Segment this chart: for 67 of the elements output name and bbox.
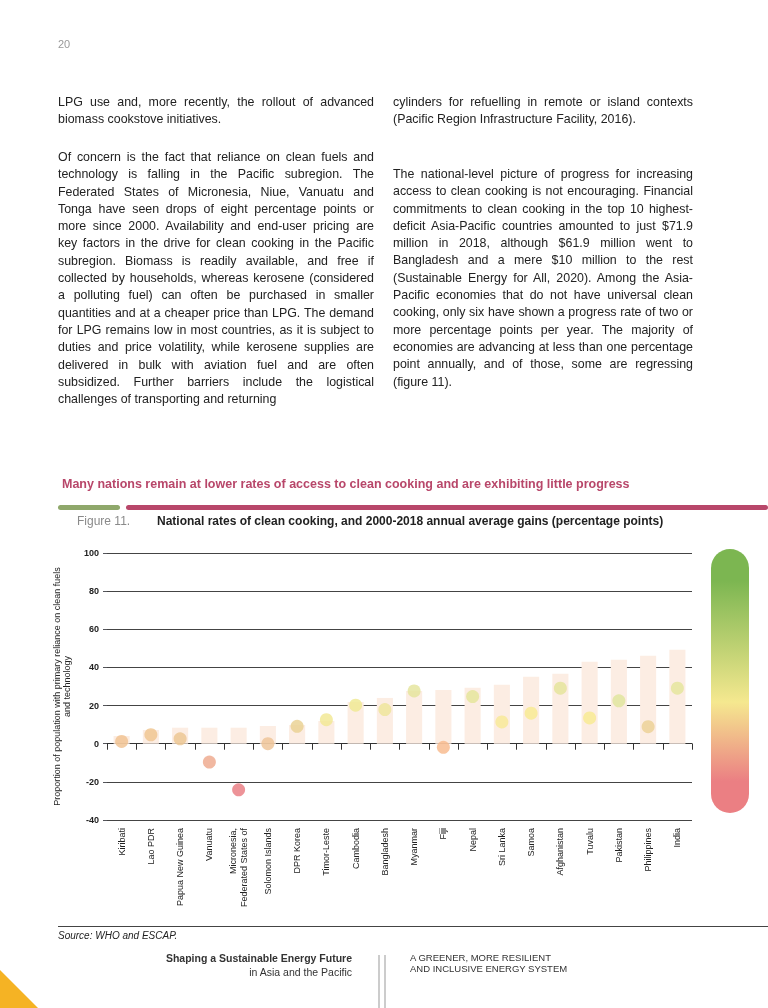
source-note: Source: WHO and ESCAP.	[58, 930, 179, 941]
point	[670, 681, 684, 695]
bar	[201, 727, 218, 744]
point	[232, 783, 246, 797]
y-tick-label: 60	[88, 624, 99, 635]
bar	[406, 690, 423, 744]
bar	[581, 661, 598, 744]
x-tick-label: Vanuatu	[204, 828, 215, 861]
x-tick-label: Pakistan	[613, 828, 624, 863]
bar	[230, 727, 247, 744]
y-tick-label: 80	[88, 586, 99, 597]
point	[173, 732, 187, 746]
text: LPG use and, more recently, the rollout of advanced biomass cookstove initiatives.	[58, 94, 374, 129]
point	[290, 719, 304, 733]
point	[378, 703, 392, 717]
point	[436, 740, 450, 754]
x-tick-label: Solomon Islands	[262, 827, 273, 895]
point	[466, 690, 480, 704]
text: Of concern is the fact that reliance on clean fuels and technology is falling in the Pacific subregion. The Federated States of Micronesia, Niue, Vanuatu and Tonga have seen drops of eight percentage points or more since 2000. Availability and end-user pricing are key factors in the drive for clean cooking in the Pacific subregion. Biomass is readily available, and free if collected by households, whereas kerosene (considered a polluting fuel) can often be purchased in smaller quantities and at a cheaper price than LPG. The demand for LPG remains low in most countries, as it is subject to duties and price volatility, while kerosene supplies are delivered in bulk with aviation fuel and are often subsidized. Further barriers include the logistical challenges of transporting and returning	[58, 150, 374, 407]
text: in Asia and the Pacific	[248, 966, 352, 978]
chart-title: Many nations remain at lower rates of access to clean cooking and are exhibiting little progress	[62, 477, 630, 491]
x-tick-label: Micronesia, Federated States of	[228, 827, 250, 908]
y-tick-label: -20	[85, 776, 99, 787]
point	[261, 737, 275, 751]
x-tick-label: Timor-Leste	[321, 828, 332, 876]
x-tick-label: Bangladesh	[379, 828, 390, 876]
point	[319, 713, 333, 727]
y-tick-label: 0	[93, 738, 99, 749]
text: Shaping a Sustainable Energy Future	[164, 952, 352, 964]
bar	[640, 655, 657, 744]
x-tick-label: DPR Korea	[292, 828, 303, 874]
bar	[669, 649, 686, 744]
bar	[435, 689, 452, 744]
point	[202, 755, 216, 769]
point	[495, 715, 509, 729]
x-tick-label: Afghanistan	[555, 828, 566, 876]
chart-subtitle: National rates of clean cooking, and 2000-2018 annual average gains (percentage points)	[157, 514, 664, 528]
point	[553, 681, 567, 695]
text: 20	[58, 38, 72, 50]
x-tick-label: India	[672, 828, 683, 848]
y-tick-label: 40	[88, 662, 99, 673]
caption: Figure 11.	[77, 514, 132, 528]
x-tick-label: Kiribati	[116, 828, 127, 856]
point	[349, 698, 363, 712]
point	[524, 706, 538, 720]
x-tick-label: Fiji	[438, 828, 449, 840]
point	[115, 734, 129, 748]
y-tick-label: 20	[88, 700, 99, 711]
x-tick-label: Myanmar	[409, 828, 420, 866]
y-axis-title: Proportion of population with primary reliance on clean fuels and technology	[52, 566, 72, 806]
point	[583, 711, 597, 725]
x-tick-label: Nepal	[467, 828, 478, 852]
x-tick-label: Lao PDR	[145, 827, 156, 865]
point	[407, 684, 421, 698]
point	[641, 720, 655, 734]
x-tick-label: Cambodia	[350, 828, 361, 870]
text: cylinders for refuelling in remote or island contexts (Pacific Region Infrastructure Facility, 2016).	[393, 94, 693, 129]
x-tick-label: Samoa	[526, 828, 537, 857]
x-tick-label: Tuvalu	[584, 828, 595, 855]
point	[612, 694, 626, 708]
y-tick-label: 100	[83, 548, 99, 558]
x-tick-label: Papua New Guinea	[175, 828, 186, 907]
x-tick-label: Sri Lanka	[496, 828, 507, 867]
text: The national-level picture of progress for increasing access to clean cooking is not encouraging. Financial commitments to clean cooking in the top 10 highest-deficit Asia-Pacific countries amounted to just $71.9 million in 2018, although $61.9 million went to Bangladesh and a mere $10 million to the rest (Sustainable Energy for All, 2020). Among the Asia-Pacific economies that do not have universal clean cooking, only six have shown a progress rate of two or more percentage points per year. The majority of economies are advancing at less than one percentage point annually, and of those, some are regressing (figure 11).	[393, 167, 693, 389]
text: A GREENER, MORE RESILIENT AND INCLUSIVE ENERGY SYSTEM	[410, 952, 569, 974]
x-tick-label: Philippines	[643, 827, 654, 872]
y-tick-label: -40	[85, 815, 99, 825]
